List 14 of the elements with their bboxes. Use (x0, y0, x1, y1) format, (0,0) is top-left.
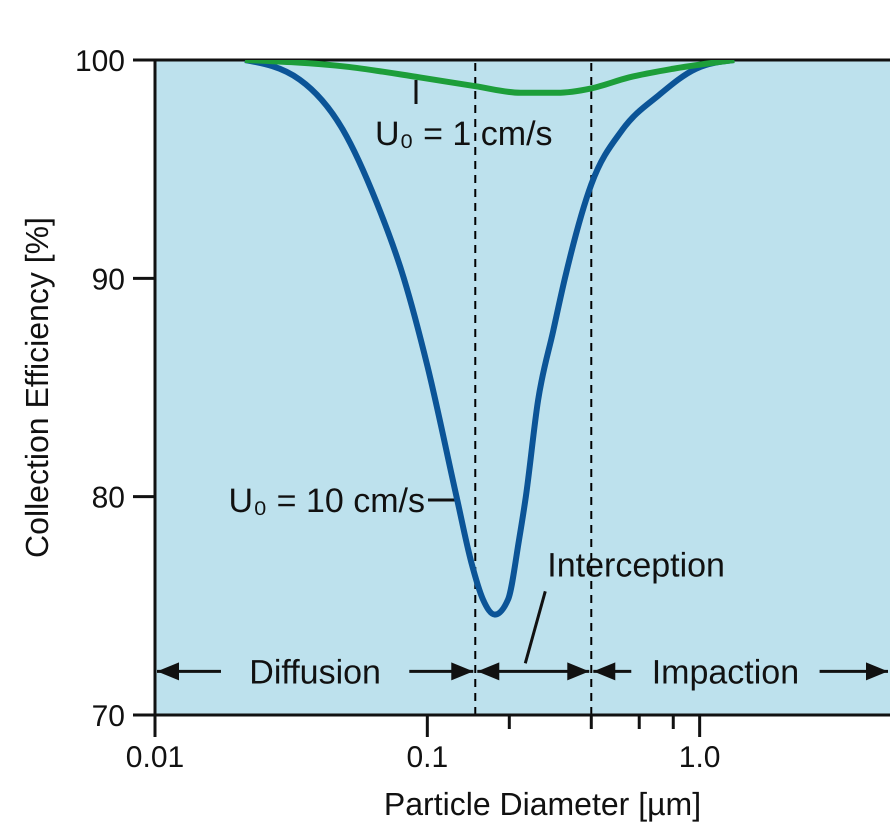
series-label: U₀ = 10 cm/s (228, 482, 425, 520)
y-axis-title: Collection Efficiency [%] (19, 217, 55, 558)
series-label: U₀ = 1 cm/s (375, 115, 553, 153)
y-tick-label: 80 (92, 482, 125, 515)
annotation: Diffusion (249, 653, 381, 692)
x-axis-title: Particle Diameter [µm] (384, 786, 702, 822)
annotation: Impaction (652, 653, 800, 692)
x-tick-label: 0.01 (126, 741, 184, 774)
y-tick-label: 70 (92, 700, 125, 733)
x-tick-label: 0.1 (406, 741, 448, 774)
annotation: Interception (547, 546, 725, 584)
x-tick-label: 1.0 (678, 741, 721, 774)
y-tick-label: 90 (92, 263, 125, 296)
y-tick-label: 100 (74, 45, 125, 78)
